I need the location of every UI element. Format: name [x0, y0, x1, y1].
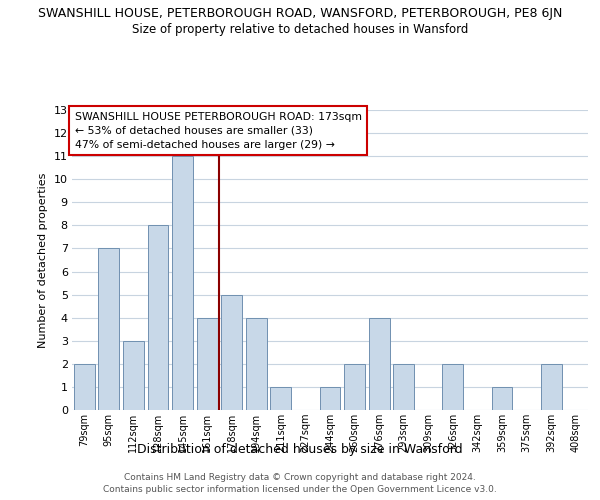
Text: Contains public sector information licensed under the Open Government Licence v3: Contains public sector information licen… [103, 485, 497, 494]
Bar [98, 248, 119, 410]
Bar [491, 387, 512, 410]
Y-axis label: Number of detached properties: Number of detached properties [38, 172, 48, 348]
Bar [442, 364, 463, 410]
Bar [541, 364, 562, 410]
Bar [393, 364, 414, 410]
Bar [320, 387, 340, 410]
Text: SWANSHILL HOUSE PETERBOROUGH ROAD: 173sqm
← 53% of detached houses are smaller (: SWANSHILL HOUSE PETERBOROUGH ROAD: 173sq… [74, 112, 362, 150]
Bar [344, 364, 365, 410]
Bar [123, 341, 144, 410]
Bar [221, 294, 242, 410]
Bar [197, 318, 218, 410]
Bar [148, 226, 169, 410]
Bar [368, 318, 389, 410]
Text: Size of property relative to detached houses in Wansford: Size of property relative to detached ho… [132, 22, 468, 36]
Bar [271, 387, 292, 410]
Bar [74, 364, 95, 410]
Text: Distribution of detached houses by size in Wansford: Distribution of detached houses by size … [137, 442, 463, 456]
Bar [246, 318, 267, 410]
Bar [172, 156, 193, 410]
Text: SWANSHILL HOUSE, PETERBOROUGH ROAD, WANSFORD, PETERBOROUGH, PE8 6JN: SWANSHILL HOUSE, PETERBOROUGH ROAD, WANS… [38, 8, 562, 20]
Text: Contains HM Land Registry data © Crown copyright and database right 2024.: Contains HM Land Registry data © Crown c… [124, 472, 476, 482]
